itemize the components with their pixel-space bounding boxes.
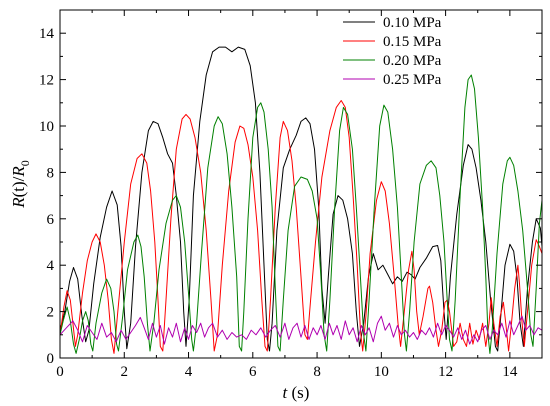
- y-axis-label-sub: 0: [18, 160, 32, 166]
- legend-label-1: 0.10 MPa: [383, 15, 442, 31]
- legend: 0.10 MPa 0.15 MPa 0.20 MPa 0.25 MPa: [343, 15, 442, 88]
- x-tick-label: 6: [249, 364, 257, 380]
- series-line-4: [59, 315, 543, 345]
- x-axis-label-var: t: [283, 383, 289, 402]
- y-tick-label: 2: [47, 305, 55, 321]
- x-axis-label: t (s): [283, 383, 310, 402]
- y-axis-label-t: (t)/: [9, 176, 28, 197]
- axis-ticks: [59, 9, 543, 359]
- x-tick-label: 14: [502, 364, 518, 380]
- y-axis-label-r: R: [9, 197, 28, 209]
- axis-tick-labels: 0 2 4 6 8 10 12 14 0 2 4 6 8 10 12 14: [39, 26, 518, 380]
- x-tick-label: 0: [56, 364, 64, 380]
- y-tick-label: 4: [47, 258, 55, 274]
- series-layer: [59, 46, 543, 354]
- y-axis-label-r0: R: [9, 166, 28, 178]
- legend-label-2: 0.15 MPa: [383, 34, 442, 50]
- series-line-1: [59, 46, 543, 352]
- y-tick-label: 0: [47, 351, 55, 367]
- y-axis-label: R(t)/R0: [9, 160, 32, 209]
- x-tick-label: 12: [438, 364, 453, 380]
- y-tick-label: 14: [39, 26, 55, 42]
- x-tick-label: 2: [121, 364, 129, 380]
- legend-label-3: 0.20 MPa: [383, 53, 442, 69]
- y-tick-label: 10: [39, 119, 54, 135]
- legend-label-4: 0.25 MPa: [383, 72, 442, 88]
- series-line-3: [59, 74, 543, 354]
- y-tick-label: 12: [39, 73, 54, 89]
- x-tick-label: 10: [374, 364, 389, 380]
- x-tick-label: 4: [185, 364, 193, 380]
- plot-frame: [59, 9, 543, 359]
- x-tick-label: 8: [313, 364, 321, 380]
- x-axis-label-unit: (s): [287, 383, 309, 402]
- y-tick-label: 6: [47, 212, 55, 228]
- y-tick-label: 8: [47, 165, 55, 181]
- series-line-2: [59, 100, 543, 354]
